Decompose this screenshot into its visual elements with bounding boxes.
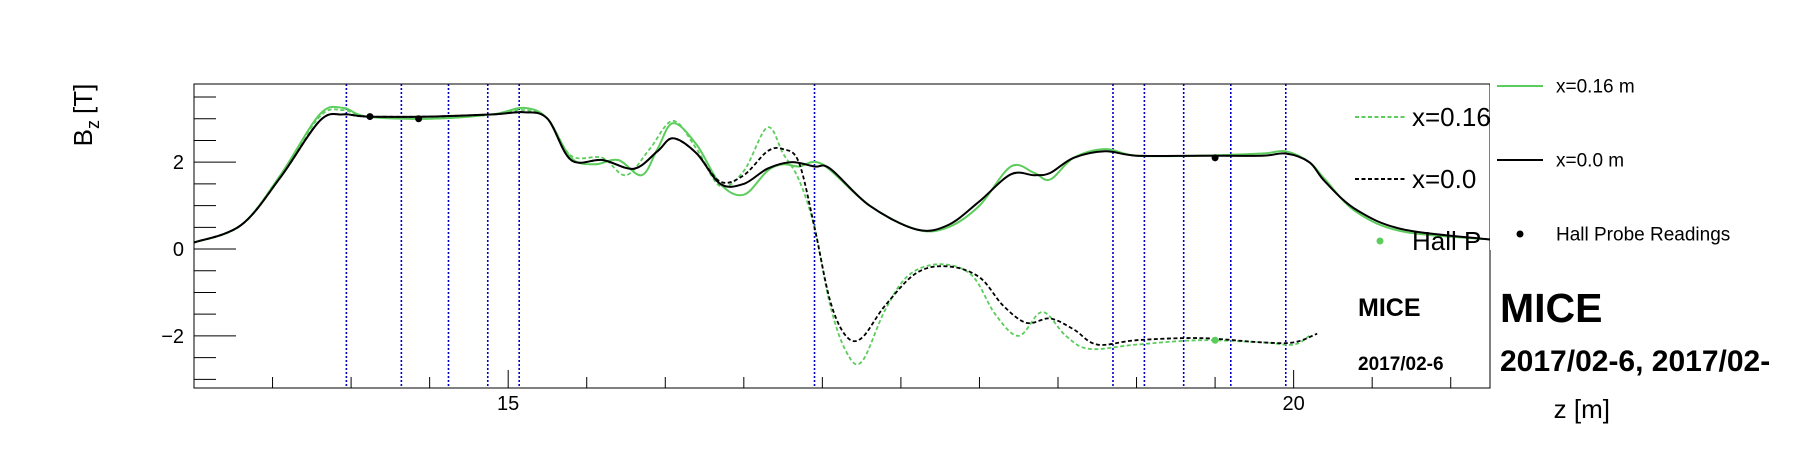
field-curves xyxy=(194,105,1490,366)
date-label-small: 2017/02-6 xyxy=(1358,354,1444,375)
legend-front: x=0.16 m x=0.0 m Hall Probe Readings xyxy=(1490,60,1790,250)
legend-front-background xyxy=(1490,60,1790,250)
y-axis-label-sub: z xyxy=(83,120,103,129)
hall-probe-point-2 xyxy=(1211,154,1219,162)
hall-probe-point-0 xyxy=(366,113,374,121)
y-tick-label: −2 xyxy=(161,326,184,348)
y-tick-label: 2 xyxy=(173,152,184,174)
y-tick-label: 0 xyxy=(173,239,184,261)
legend-label: x=0.16 xyxy=(1412,102,1491,132)
hall-probe-point-1 xyxy=(415,115,423,123)
coil-position-markers xyxy=(345,84,1287,388)
legend-back: x=0.16 x=0.0 Hall P xyxy=(1355,102,1491,256)
legend-label: Hall Probe Readings xyxy=(1556,225,1730,246)
date-label-large: 2017/02-6, 2017/02- xyxy=(1500,345,1770,378)
x-tick-label: 15 xyxy=(497,393,519,415)
series-line-3 xyxy=(194,111,1318,346)
y-axis-label: Bz [T] xyxy=(68,84,103,147)
hall-probe-point-3 xyxy=(1211,336,1219,344)
axes: −2 0 2 15 20 xyxy=(161,96,1452,415)
series-line-1 xyxy=(194,108,1310,366)
y-axis-label-main: B xyxy=(68,129,98,146)
legend-marker xyxy=(1376,237,1384,245)
legend-label: x=0.0 xyxy=(1412,164,1476,194)
x-axis-label: z [m] xyxy=(1554,394,1610,424)
y-axis-label-unit: [T] xyxy=(68,84,98,114)
legend-label: Hall P xyxy=(1412,226,1481,256)
legend-marker xyxy=(1516,230,1524,238)
x-tick-label: 20 xyxy=(1283,393,1305,415)
mice-label-large: MICE xyxy=(1500,285,1603,331)
series-line-0 xyxy=(194,105,1490,244)
legend-label: x=0.0 m xyxy=(1556,151,1624,172)
legend-label: x=0.16 m xyxy=(1556,77,1635,98)
hall-probe-points xyxy=(366,113,1219,344)
series-line-2 xyxy=(194,111,1490,244)
mice-label-small: MICE xyxy=(1358,294,1421,322)
